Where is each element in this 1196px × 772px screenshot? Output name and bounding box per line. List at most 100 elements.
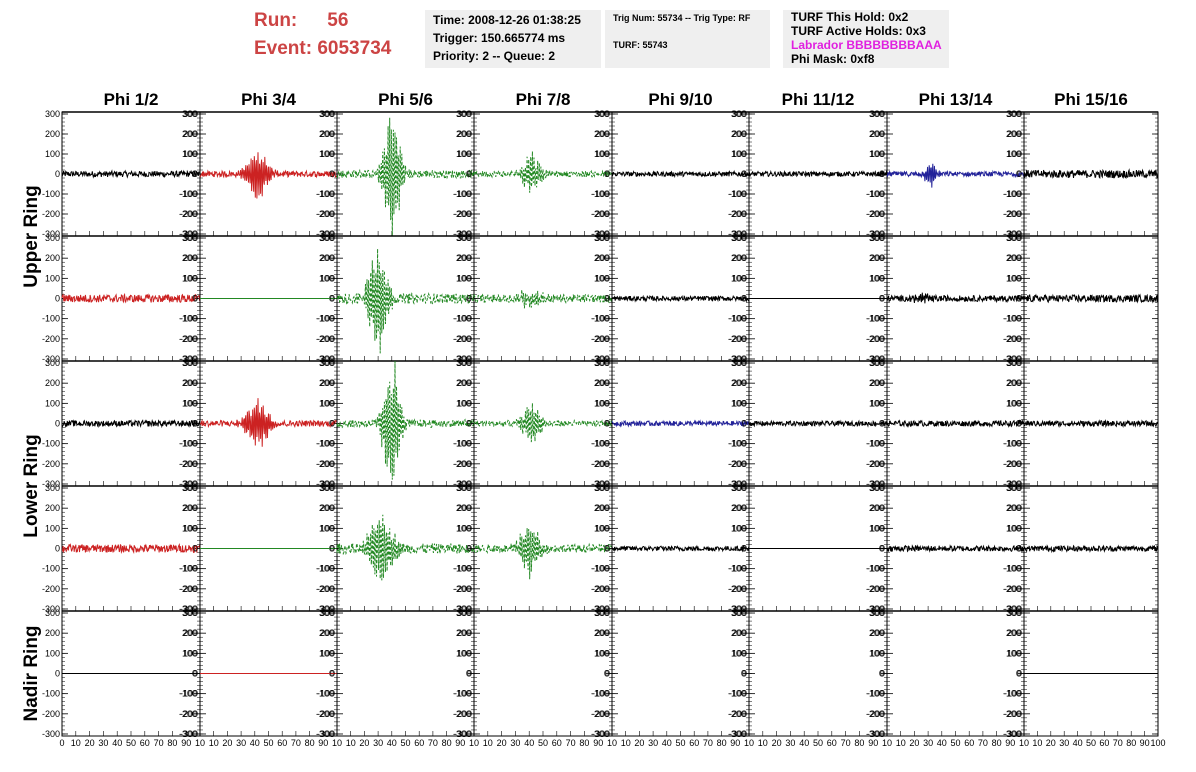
- y-tick-label-left: -100: [180, 189, 198, 199]
- y-tick-label-right: -200: [179, 209, 197, 219]
- y-tick-label-right: -300: [1003, 729, 1021, 739]
- y-tick-label-left: -100: [592, 689, 610, 699]
- y-tick-label-left: 300: [45, 358, 60, 368]
- y-tick-label-left: -100: [180, 439, 198, 449]
- y-tick-label-right: 300: [456, 233, 471, 243]
- y-tick-label-right: 100: [456, 648, 471, 658]
- run-event-box: Run: 56 Event: 6053734: [250, 8, 420, 68]
- y-tick-label-right: 300: [594, 483, 609, 493]
- y-tick-label-right: 100: [731, 149, 746, 159]
- y-tick-label-left: 200: [1007, 628, 1022, 638]
- x-tick-label: 80: [717, 738, 727, 748]
- y-tick-label-left: 0: [193, 169, 198, 179]
- y-tick-label-left: 300: [183, 109, 198, 119]
- column-title-3: Phi 5/6: [378, 90, 433, 109]
- x-tick-label: 90: [181, 738, 191, 748]
- y-tick-label-right: -100: [866, 689, 884, 699]
- x-tick-label: 10: [607, 738, 617, 748]
- y-tick-label-right: -100: [316, 439, 334, 449]
- waveform-r1-c1: [61, 169, 201, 179]
- y-tick-label-left: 100: [320, 149, 335, 159]
- x-tick-label: 10: [758, 738, 768, 748]
- y-tick-label-left: 100: [1007, 523, 1022, 533]
- run-label: Run:: [254, 10, 298, 31]
- y-tick-label-left: 100: [320, 648, 335, 658]
- waveform-r4-c1: [61, 543, 201, 555]
- y-tick-label-right: 100: [731, 523, 746, 533]
- y-tick-label-right: -200: [728, 334, 746, 344]
- row-title-3: Nadir Ring: [21, 625, 42, 721]
- x-tick-label: 10: [195, 738, 205, 748]
- y-tick-label-left: -300: [317, 354, 335, 364]
- trig-info-box: Trig Num: 55734 -- Trig Type: RF TURF: 5…: [605, 10, 770, 68]
- y-tick-label-left: -300: [42, 604, 60, 614]
- y-tick-label-left: 100: [732, 398, 747, 408]
- y-tick-label-left: 200: [870, 253, 885, 263]
- y-tick-label-right: 100: [731, 273, 746, 283]
- y-tick-label-left: 0: [742, 544, 747, 554]
- y-tick-label-right: -300: [453, 354, 471, 364]
- y-tick-label-left: -200: [317, 334, 335, 344]
- y-tick-label-left: -200: [317, 709, 335, 719]
- y-tick-label-right: -300: [316, 729, 334, 739]
- y-tick-label-left: 0: [330, 544, 335, 554]
- y-tick-label-left: 200: [595, 129, 610, 139]
- x-tick-label: 40: [250, 738, 260, 748]
- y-tick-label-left: -200: [42, 334, 60, 344]
- y-tick-label-right: 300: [594, 358, 609, 368]
- y-tick-label-right: -100: [866, 564, 884, 574]
- y-tick-label-right: 200: [1006, 503, 1021, 513]
- x-tick-label: 90: [455, 738, 465, 748]
- y-tick-label-left: -300: [454, 479, 472, 489]
- x-tick-label: 30: [923, 738, 933, 748]
- y-tick-label-right: 200: [869, 129, 884, 139]
- y-tick-label-left: -300: [317, 729, 335, 739]
- y-tick-label-left: -300: [317, 604, 335, 614]
- y-tick-label-left: 100: [870, 149, 885, 159]
- y-tick-label-left: -100: [1004, 189, 1022, 199]
- y-tick-label-right: -100: [866, 439, 884, 449]
- y-tick-label-left: 0: [55, 294, 60, 304]
- y-tick-label-right: 300: [319, 608, 334, 618]
- y-tick-label-left: 300: [1007, 608, 1022, 618]
- y-tick-label-right: -100: [316, 189, 334, 199]
- y-tick-label-right: -200: [179, 334, 197, 344]
- y-tick-label-left: -200: [42, 709, 60, 719]
- y-tick-label-right: -300: [728, 729, 746, 739]
- y-tick-label-left: -300: [180, 604, 198, 614]
- y-tick-label-left: 300: [320, 608, 335, 618]
- y-tick-label-right: 100: [182, 398, 197, 408]
- y-tick-label-right: 300: [182, 358, 197, 368]
- y-tick-label-left: 200: [595, 503, 610, 513]
- y-tick-label-right: 300: [456, 109, 471, 119]
- y-tick-label-left: -100: [729, 314, 747, 324]
- y-tick-label-right: 0: [741, 669, 746, 679]
- y-tick-label-right: 300: [594, 233, 609, 243]
- waveform-r3-c2: [199, 398, 338, 447]
- y-tick-label-right: 300: [731, 358, 746, 368]
- run-value: 56: [327, 10, 349, 31]
- y-tick-label-left: 300: [870, 358, 885, 368]
- y-tick-label-left: -100: [42, 689, 60, 699]
- y-tick-label-left: -100: [592, 314, 610, 324]
- y-tick-label-right: -200: [591, 584, 609, 594]
- y-tick-label-left: -300: [729, 229, 747, 239]
- y-tick-label-right: -100: [728, 439, 746, 449]
- y-tick-label-left: 100: [870, 523, 885, 533]
- y-tick-label-left: 100: [183, 398, 198, 408]
- x-tick-label: 10: [896, 738, 906, 748]
- y-tick-label-left: -200: [867, 584, 885, 594]
- y-tick-label-right: -300: [728, 229, 746, 239]
- y-tick-label-left: -300: [42, 729, 60, 739]
- y-tick-label-left: 0: [330, 169, 335, 179]
- waveform-r1-c6: [748, 169, 888, 178]
- y-tick-label-left: 100: [457, 273, 472, 283]
- y-tick-label-left: 300: [732, 109, 747, 119]
- y-tick-label-left: 100: [595, 648, 610, 658]
- y-tick-label-left: 300: [595, 109, 610, 119]
- y-tick-label-left: 100: [1007, 398, 1022, 408]
- x-tick-label: 100: [1150, 738, 1165, 748]
- y-tick-label-left: -200: [42, 584, 60, 594]
- y-tick-label-left: 100: [183, 273, 198, 283]
- x-tick-label: 80: [442, 738, 452, 748]
